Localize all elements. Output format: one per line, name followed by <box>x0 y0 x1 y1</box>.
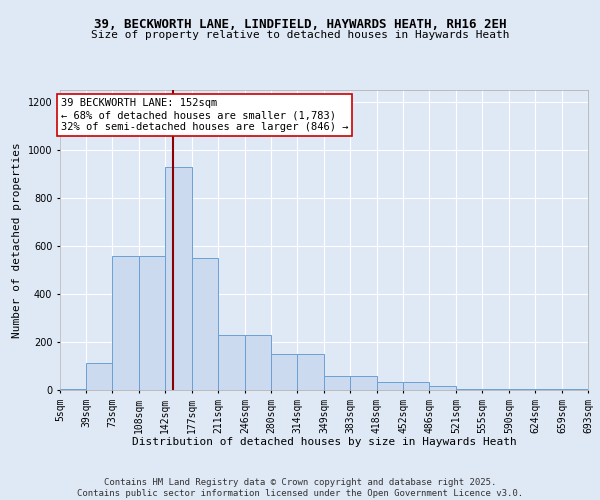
Bar <box>429 386 456 390</box>
Bar <box>112 256 139 390</box>
Bar <box>456 389 482 390</box>
Bar <box>377 382 403 390</box>
Bar <box>192 258 218 390</box>
Text: Contains HM Land Registry data © Crown copyright and database right 2025.
Contai: Contains HM Land Registry data © Crown c… <box>77 478 523 498</box>
Bar <box>218 336 245 390</box>
Bar <box>86 363 112 390</box>
Bar <box>403 382 429 390</box>
Bar <box>324 376 350 390</box>
Bar <box>60 389 86 390</box>
Bar <box>535 389 562 390</box>
Bar <box>245 336 271 390</box>
Y-axis label: Number of detached properties: Number of detached properties <box>12 142 22 338</box>
Bar <box>139 256 165 390</box>
X-axis label: Distribution of detached houses by size in Haywards Heath: Distribution of detached houses by size … <box>131 437 517 447</box>
Text: Size of property relative to detached houses in Haywards Heath: Size of property relative to detached ho… <box>91 30 509 40</box>
Text: 39 BECKWORTH LANE: 152sqm
← 68% of detached houses are smaller (1,783)
32% of se: 39 BECKWORTH LANE: 152sqm ← 68% of detac… <box>61 98 348 132</box>
Bar <box>165 167 192 390</box>
Bar <box>482 389 509 390</box>
Bar <box>562 389 588 390</box>
Bar <box>271 354 297 390</box>
Text: 39, BECKWORTH LANE, LINDFIELD, HAYWARDS HEATH, RH16 2EH: 39, BECKWORTH LANE, LINDFIELD, HAYWARDS … <box>94 18 506 30</box>
Bar <box>509 389 535 390</box>
Bar <box>350 376 377 390</box>
Bar <box>297 354 324 390</box>
